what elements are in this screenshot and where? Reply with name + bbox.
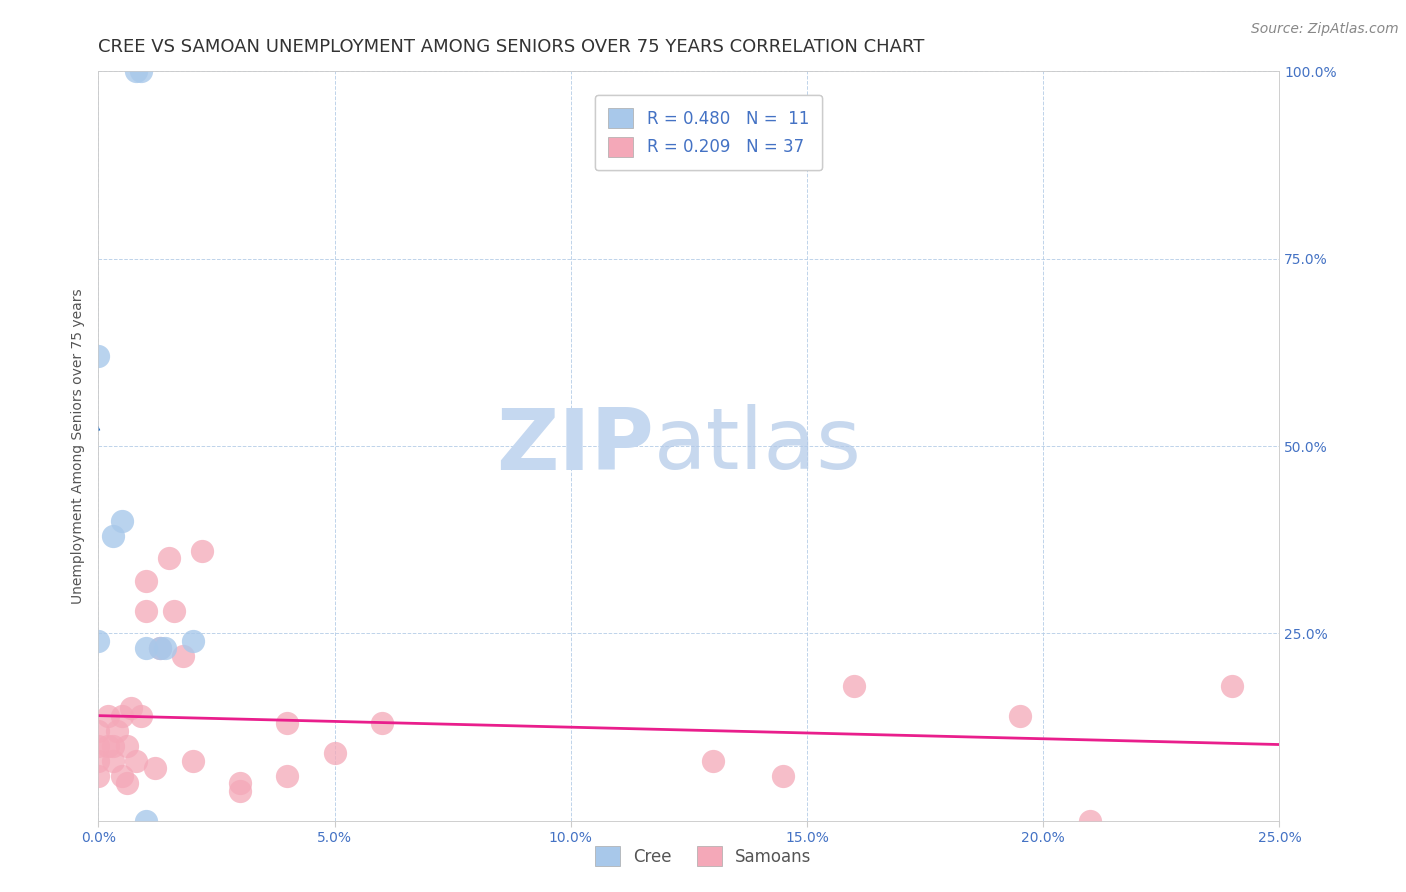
Point [97,739,120,753]
Point [229,776,252,790]
Point [115,776,138,790]
Point [772,769,794,783]
Point [276,769,298,783]
Point [323,746,346,760]
Point [111,514,134,528]
Point [371,716,394,731]
Text: Source: ZipAtlas.com: Source: ZipAtlas.com [1251,22,1399,37]
Point [87,769,110,783]
Point [111,708,134,723]
Point [135,814,157,828]
Point [135,641,157,656]
Point [149,641,172,656]
Point [163,604,186,618]
Point [129,64,152,78]
Point [101,529,124,543]
Legend: R = 0.480   N =  11, R = 0.209   N = 37: R = 0.480 N = 11, R = 0.209 N = 37 [595,95,823,170]
Point [87,754,110,768]
Point [702,754,724,768]
Point [135,604,157,618]
Text: atlas: atlas [654,404,862,488]
Point [135,574,157,588]
Point [172,648,194,663]
Point [97,708,120,723]
Point [1220,679,1243,693]
Point [1008,708,1031,723]
Point [129,708,152,723]
Point [87,633,110,648]
Point [87,739,110,753]
Legend: Cree, Samoans: Cree, Samoans [586,838,820,875]
Point [143,761,166,775]
Point [101,754,124,768]
Point [229,783,252,797]
Point [276,716,298,731]
Point [181,633,204,648]
Point [115,739,138,753]
Point [105,723,128,738]
Point [149,641,172,656]
Point [844,679,866,693]
Point [125,754,148,768]
Point [121,701,143,715]
Point [157,551,180,566]
Point [125,64,148,78]
Point [181,754,204,768]
Point [153,641,176,656]
Point [87,349,110,363]
Point [111,769,134,783]
Text: ZIP: ZIP [496,404,654,488]
Point [1080,814,1102,828]
Point [87,723,110,738]
Point [191,544,214,558]
Y-axis label: Unemployment Among Seniors over 75 years: Unemployment Among Seniors over 75 years [72,288,86,604]
Text: CREE VS SAMOAN UNEMPLOYMENT AMONG SENIORS OVER 75 YEARS CORRELATION CHART: CREE VS SAMOAN UNEMPLOYMENT AMONG SENIOR… [98,38,925,56]
Point [101,739,124,753]
